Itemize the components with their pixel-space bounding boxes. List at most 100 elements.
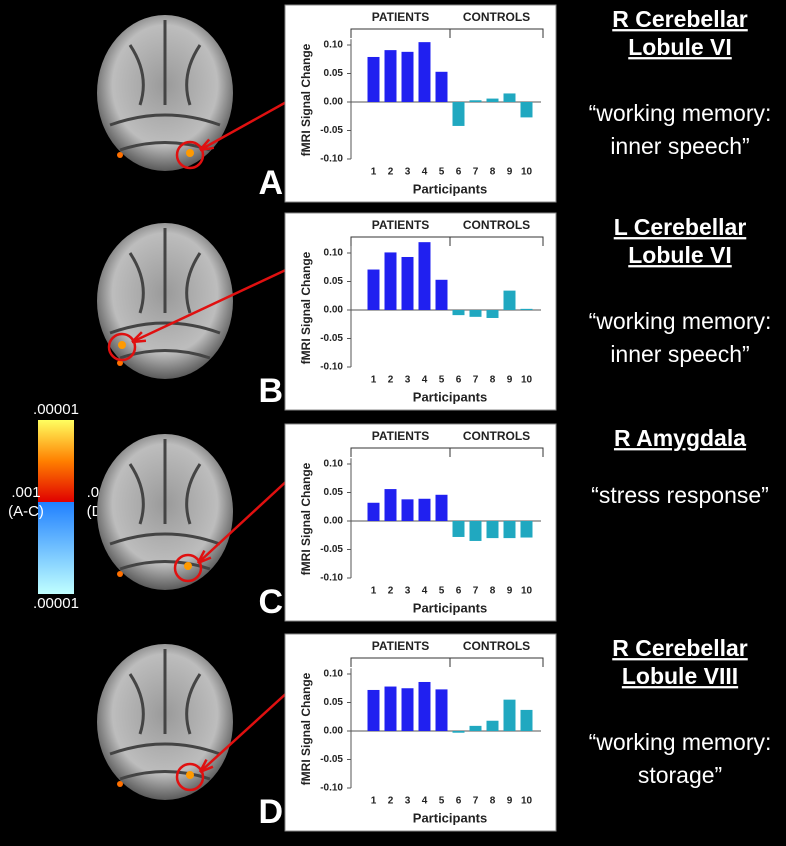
panel-letter: C xyxy=(258,583,283,621)
panel-letter: B xyxy=(258,372,283,410)
x-axis-label: Participants xyxy=(413,181,487,196)
x-tick-label: 6 xyxy=(456,586,462,597)
x-tick-label: 2 xyxy=(388,586,394,597)
bar xyxy=(368,690,380,731)
y-tick-label: -0.10 xyxy=(320,783,343,794)
bar xyxy=(487,310,499,318)
region-title: Lobule VIII xyxy=(622,663,738,689)
bar xyxy=(487,99,499,102)
y-tick-label: -0.05 xyxy=(320,333,343,344)
y-tick-label: 0.00 xyxy=(324,97,344,108)
bar xyxy=(368,57,380,102)
bar xyxy=(521,102,533,117)
activation xyxy=(186,149,194,157)
x-axis-label: Participants xyxy=(413,810,487,825)
x-tick-label: 4 xyxy=(422,796,428,807)
bar xyxy=(385,489,397,521)
group-label: PATIENTS xyxy=(372,218,430,232)
bar xyxy=(368,270,380,310)
group-label: PATIENTS xyxy=(372,10,430,24)
bar xyxy=(402,688,414,731)
y-tick-label: 0.00 xyxy=(324,305,344,316)
bar xyxy=(385,252,397,310)
y-tick-label: -0.05 xyxy=(320,125,343,136)
bar xyxy=(436,72,448,102)
bar xyxy=(504,700,516,731)
group-label: CONTROLS xyxy=(463,429,530,443)
bar xyxy=(487,521,499,538)
bar xyxy=(419,682,431,731)
panel-letter: A xyxy=(258,164,283,202)
x-tick-label: 2 xyxy=(388,796,394,807)
x-tick-label: 3 xyxy=(405,586,411,597)
bar xyxy=(402,52,414,102)
bar xyxy=(453,521,465,537)
activation xyxy=(184,562,192,570)
bar xyxy=(453,102,465,126)
activation xyxy=(117,571,123,577)
y-tick-label: 0.05 xyxy=(324,697,344,708)
y-tick-label: -0.05 xyxy=(320,754,343,765)
bar xyxy=(385,687,397,731)
bar xyxy=(402,257,414,310)
y-tick-label: 0.10 xyxy=(324,248,344,259)
bar xyxy=(521,710,533,731)
region-title: Lobule VI xyxy=(628,34,732,60)
y-tick-label: 0.05 xyxy=(324,68,344,79)
x-tick-label: 3 xyxy=(405,375,411,386)
x-tick-label: 2 xyxy=(388,375,394,386)
region-description: storage” xyxy=(638,762,722,788)
bar xyxy=(470,100,482,102)
y-axis-label: fMRI Signal Change xyxy=(299,43,313,156)
group-label: CONTROLS xyxy=(463,218,530,232)
bar xyxy=(470,521,482,541)
bar xyxy=(521,309,533,310)
x-tick-label: 1 xyxy=(371,586,377,597)
bar xyxy=(470,310,482,317)
x-tick-label: 7 xyxy=(473,796,479,807)
bar xyxy=(419,499,431,521)
activation xyxy=(118,341,126,349)
x-tick-label: 10 xyxy=(521,167,533,178)
x-tick-label: 5 xyxy=(439,167,445,178)
x-tick-label: 9 xyxy=(507,586,513,597)
panel-letter: D xyxy=(258,793,283,831)
region-description: “working memory: xyxy=(589,308,772,334)
bar xyxy=(504,291,516,310)
region-title: R Cerebellar xyxy=(612,6,748,32)
y-tick-label: 0.00 xyxy=(324,516,344,527)
x-tick-label: 5 xyxy=(439,375,445,386)
y-tick-label: 0.00 xyxy=(324,726,344,737)
bar xyxy=(504,93,516,102)
brain-image xyxy=(97,644,233,800)
x-axis-label: Participants xyxy=(413,389,487,404)
colorbar-label: (A-C) xyxy=(8,503,44,520)
bar xyxy=(419,242,431,310)
x-tick-label: 8 xyxy=(490,796,496,807)
bar xyxy=(436,689,448,731)
x-tick-label: 9 xyxy=(507,796,513,807)
region-description: inner speech” xyxy=(610,341,749,367)
group-label: CONTROLS xyxy=(463,639,530,653)
chart: -0.10-0.050.000.050.1012345678910fMRI Si… xyxy=(285,424,556,621)
colorbar-label: .001 xyxy=(11,484,40,501)
x-tick-label: 5 xyxy=(439,796,445,807)
brain-image xyxy=(97,434,233,590)
bar xyxy=(504,521,516,538)
y-tick-label: -0.05 xyxy=(320,544,343,555)
y-tick-label: 0.05 xyxy=(324,487,344,498)
x-tick-label: 4 xyxy=(422,586,428,597)
x-tick-label: 7 xyxy=(473,586,479,597)
brain-image xyxy=(97,223,233,379)
region-description: “working memory: xyxy=(589,100,772,126)
x-tick-label: 7 xyxy=(473,167,479,178)
x-tick-label: 4 xyxy=(422,375,428,386)
activation xyxy=(117,781,123,787)
group-label: CONTROLS xyxy=(463,10,530,24)
x-tick-label: 8 xyxy=(490,586,496,597)
x-tick-label: 10 xyxy=(521,796,533,807)
bar xyxy=(453,310,465,315)
region-description: “stress response” xyxy=(591,482,769,508)
